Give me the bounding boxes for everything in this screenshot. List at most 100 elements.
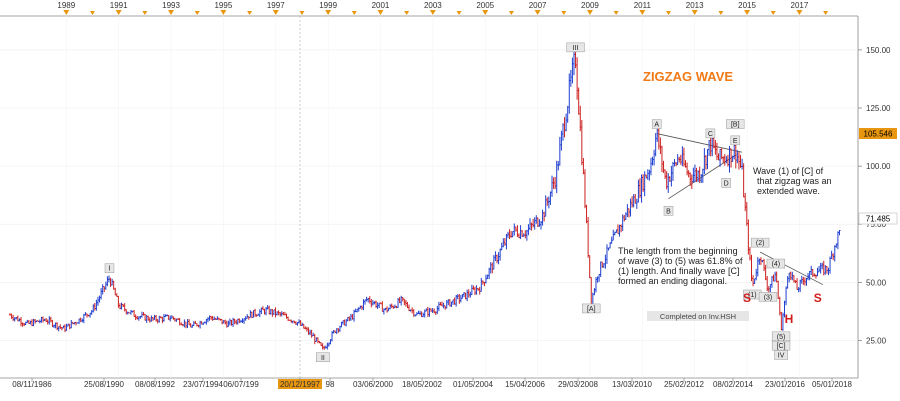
- wave-label-box: [771, 331, 791, 342]
- top-year-marker-icon: [168, 10, 175, 15]
- x-date-label: 23/01/2016: [765, 380, 806, 389]
- wave-label: [B]: [731, 122, 740, 129]
- x-date-label: 18/05/2002: [402, 380, 443, 389]
- wave-label: III: [573, 45, 579, 52]
- wave-label-box: [721, 178, 731, 188]
- trendline: [759, 251, 824, 286]
- wave-label-box: [750, 237, 770, 248]
- top-year-marker-icon: [377, 10, 384, 15]
- current-price-tag: 105.546: [859, 128, 897, 139]
- top-year-label: 2015: [738, 1, 756, 10]
- top-year-label: 2013: [686, 1, 704, 10]
- top-minor-marker-icon: [299, 11, 305, 15]
- wave-label: (3): [764, 294, 773, 301]
- annotation-line: extended wave.: [757, 186, 820, 196]
- wave-label: B: [666, 208, 671, 215]
- top-minor-marker-icon: [561, 11, 567, 15]
- x-date-label: 25/08/1990: [84, 380, 125, 389]
- top-year-marker-icon: [691, 10, 698, 15]
- current-price-tag-box: [859, 128, 897, 139]
- top-year-label: 2017: [791, 1, 809, 10]
- current-price-tag-text: 105.546: [864, 130, 893, 139]
- annotation-text: Wave (1) of [C] of that zigzag was an exte…: [753, 166, 832, 196]
- annotation-line: that zigzag was an: [757, 176, 832, 186]
- x-date-label: 98: [326, 380, 335, 389]
- x-date-label: 08/08/1992: [135, 380, 176, 389]
- x-date-label: 03/06/2000: [353, 380, 394, 389]
- top-year-label: 1989: [57, 1, 75, 10]
- x-date-label: 05/01/2018: [812, 380, 853, 389]
- top-minor-marker-icon: [247, 11, 253, 15]
- y-tick-label: 25.00: [866, 336, 887, 345]
- wave-label-box: [316, 352, 330, 363]
- x-date-label: 08/02/2014: [713, 380, 754, 389]
- top-year-label: 2001: [372, 1, 390, 10]
- chart-title: ZIGZAG WAVE: [643, 69, 733, 84]
- top-year-marker-icon: [115, 10, 122, 15]
- wave-label: A: [654, 122, 659, 129]
- wave-label: (4): [772, 261, 781, 268]
- top-year-label: 2011: [634, 1, 652, 10]
- top-year-marker-icon: [63, 10, 70, 15]
- annotation-line: Wave (1) of [C] of: [753, 166, 824, 176]
- watermark-box: [647, 311, 749, 321]
- annotations: Wave (1) of [C] of that zigzag was an exte…: [618, 166, 832, 286]
- top-year-marker-icon: [325, 10, 332, 15]
- x-date-label: 23/07/1994: [183, 380, 224, 389]
- top-minor-marker-icon: [351, 11, 357, 15]
- pattern-label: H: [785, 312, 794, 326]
- top-minor-marker-icon: [613, 11, 619, 15]
- x-date-label: 20/12/1997: [280, 380, 321, 389]
- annotation-line: of wave (3) to (5) was 61.8% of: [618, 256, 743, 266]
- annotation-line: formed an ending diagonal.: [618, 276, 727, 286]
- top-year-marker-icon: [272, 10, 279, 15]
- y-axis: 150.00 125.00 100.00 75.00 50.00 25.00: [858, 46, 891, 345]
- x-axis: 08/11/1986 25/08/1990 08/08/1992 23/07/1994…: [12, 378, 853, 389]
- y-tick-label: 150.00: [866, 46, 891, 55]
- top-minor-marker-icon: [770, 11, 776, 15]
- top-minor-marker-icon: [194, 11, 200, 15]
- top-year-marker-icon: [639, 10, 646, 15]
- top-minor-marker-icon: [508, 11, 514, 15]
- wave-label-box: [566, 42, 585, 53]
- price-bars: [8, 45, 841, 350]
- pattern-label: S: [814, 291, 822, 305]
- wave-label: [A]: [587, 306, 596, 313]
- top-minor-marker-icon: [142, 11, 148, 15]
- wave-label-box: [651, 119, 662, 129]
- top-year-label: 1995: [214, 1, 232, 10]
- top-minor-marker-icon: [666, 11, 672, 15]
- top-year-marker-icon: [744, 10, 751, 15]
- x-date-label: 08/11/1986: [12, 380, 52, 389]
- x-date-label: 06/07/199: [223, 380, 259, 389]
- wave-label: E: [733, 138, 738, 145]
- top-year-label: 2009: [581, 1, 599, 10]
- wave-label-box: [705, 128, 716, 139]
- wave-label: IV: [778, 352, 785, 359]
- wave-label: (2): [756, 240, 765, 247]
- annotation-text: The length from the beginning of wave (3)…: [618, 246, 743, 286]
- wave-label: (5): [777, 334, 786, 341]
- x-date-label: 29/03/2008: [558, 380, 599, 389]
- wave-label-box: [758, 292, 778, 302]
- top-minor-marker-icon: [823, 11, 829, 15]
- wave-label-box: [582, 303, 601, 314]
- top-minor-marker-icon: [89, 11, 95, 15]
- wave-label-box: [104, 263, 115, 273]
- wave-label-box: [726, 119, 745, 129]
- top-year-label: 1993: [162, 1, 180, 10]
- wave-label-box: [730, 135, 741, 146]
- wave-label: (1): [748, 292, 757, 299]
- watermark-text: Completed on Inv.HSH: [660, 312, 736, 321]
- watermark: Completed on Inv.HSH: [647, 311, 749, 321]
- wave-label: [C]: [777, 343, 786, 350]
- highlighted-date-box: [278, 379, 322, 389]
- trendline: [656, 133, 742, 153]
- y-tick-label: 75.00: [866, 220, 887, 229]
- pattern-label: S: [743, 291, 751, 305]
- top-year-marker-icon: [220, 10, 227, 15]
